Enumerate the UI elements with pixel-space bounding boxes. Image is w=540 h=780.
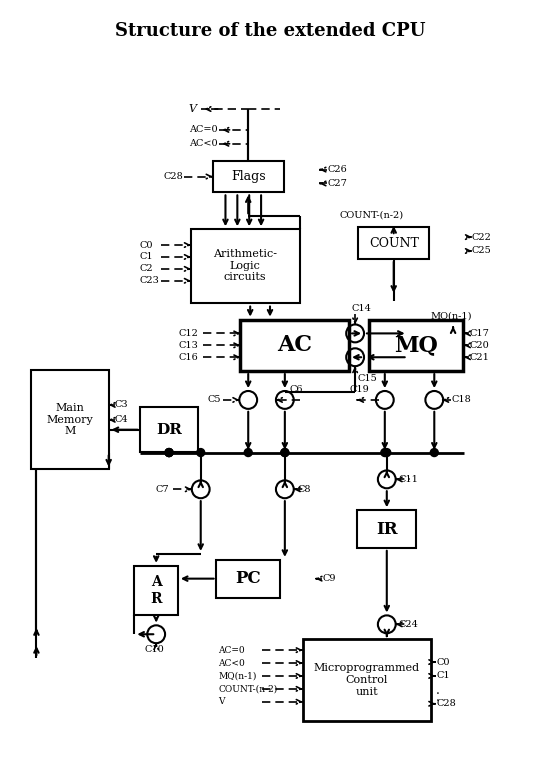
Bar: [31, 370, 109, 470]
Text: C10: C10: [144, 644, 164, 654]
Text: C2: C2: [139, 264, 153, 273]
Bar: [213, 161, 284, 193]
Circle shape: [281, 448, 289, 456]
Text: Flags: Flags: [231, 170, 266, 183]
Text: C17: C17: [470, 329, 490, 338]
Text: V: V: [189, 104, 197, 114]
Circle shape: [281, 448, 289, 456]
Text: AC=0: AC=0: [189, 126, 218, 134]
Circle shape: [165, 448, 173, 456]
Text: C22: C22: [472, 232, 492, 242]
Text: AC: AC: [277, 335, 312, 356]
Bar: [357, 510, 416, 548]
Text: C14: C14: [351, 304, 371, 313]
Text: C0: C0: [139, 240, 153, 250]
Circle shape: [197, 448, 205, 456]
Text: C26: C26: [327, 165, 347, 174]
Text: C18: C18: [451, 395, 471, 404]
Text: C13: C13: [179, 341, 199, 349]
Text: A
R: A R: [151, 576, 162, 605]
Text: C28: C28: [436, 699, 456, 708]
Text: C3: C3: [114, 400, 128, 410]
Text: C1: C1: [139, 253, 153, 261]
Text: .: .: [436, 691, 440, 704]
Bar: [302, 640, 431, 721]
Text: C9: C9: [322, 574, 336, 583]
Text: C23: C23: [139, 276, 159, 285]
Text: MQ: MQ: [395, 335, 438, 356]
Text: DR: DR: [156, 423, 182, 437]
Text: AC<0: AC<0: [219, 658, 245, 668]
Text: C12: C12: [179, 329, 199, 338]
Text: C5: C5: [207, 395, 220, 404]
Circle shape: [244, 448, 252, 456]
Text: C24: C24: [399, 620, 418, 629]
Text: C15: C15: [357, 374, 377, 382]
Text: Structure of the extended CPU: Structure of the extended CPU: [114, 22, 426, 40]
Text: C16: C16: [179, 353, 199, 362]
Text: AC<0: AC<0: [189, 140, 218, 148]
Bar: [216, 560, 280, 597]
Text: C1: C1: [436, 672, 450, 680]
Text: Arithmetic-
Logic
circuits: Arithmetic- Logic circuits: [213, 250, 277, 282]
Circle shape: [165, 448, 173, 456]
Text: PC: PC: [235, 570, 261, 587]
Text: C4: C4: [114, 415, 128, 424]
Bar: [134, 566, 178, 615]
Text: COUNT: COUNT: [369, 236, 419, 250]
Text: V: V: [219, 697, 225, 706]
Text: Main
Memory
M: Main Memory M: [46, 403, 93, 436]
Text: .: .: [436, 684, 440, 697]
Circle shape: [381, 448, 389, 456]
Circle shape: [430, 448, 438, 456]
Text: COUNT-(n-2): COUNT-(n-2): [339, 211, 403, 220]
Text: MQ(n-1): MQ(n-1): [219, 672, 257, 680]
Bar: [358, 227, 429, 259]
Bar: [191, 229, 300, 303]
Text: C25: C25: [472, 246, 491, 256]
Text: C7: C7: [156, 485, 169, 494]
Text: C0: C0: [436, 658, 450, 667]
Circle shape: [165, 448, 173, 456]
Bar: [369, 320, 463, 371]
Text: COUNT-(n-2): COUNT-(n-2): [219, 684, 278, 693]
Text: C6: C6: [290, 385, 303, 395]
Text: C27: C27: [327, 179, 347, 188]
Text: Microprogrammed
Control
unit: Microprogrammed Control unit: [314, 663, 420, 697]
Text: AC=0: AC=0: [219, 646, 245, 654]
Text: C11: C11: [399, 475, 418, 484]
Bar: [140, 407, 198, 452]
Text: C19: C19: [349, 385, 369, 395]
Circle shape: [383, 448, 391, 456]
Text: C20: C20: [470, 341, 490, 349]
Text: MQ(n-1): MQ(n-1): [430, 312, 472, 321]
Bar: [240, 320, 349, 371]
Text: IR: IR: [376, 520, 397, 537]
Text: C8: C8: [298, 485, 311, 494]
Text: C21: C21: [470, 353, 490, 362]
Text: C28: C28: [163, 172, 183, 181]
